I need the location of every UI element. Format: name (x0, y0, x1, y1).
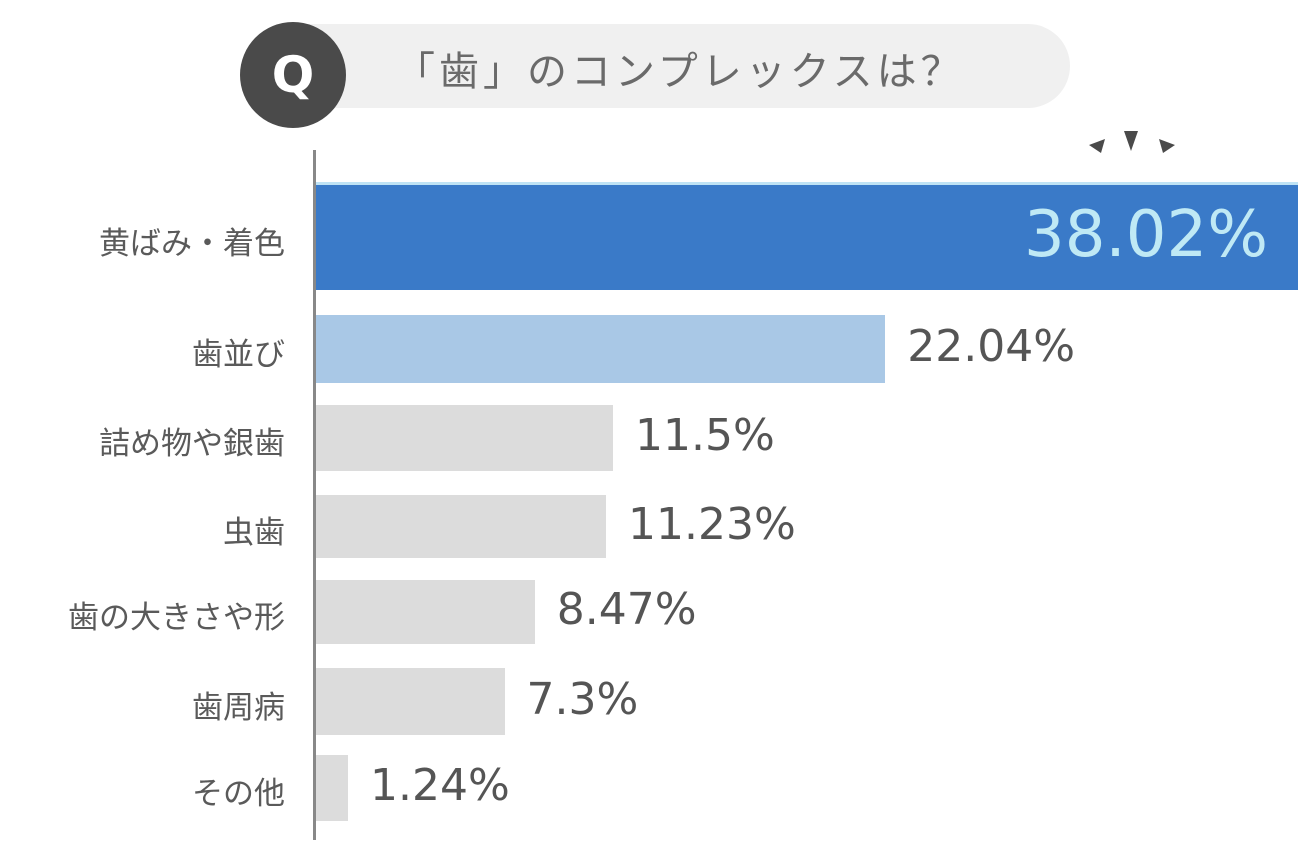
value-label: 8.47% (556, 584, 697, 635)
category-label: 詰め物や銀歯 (99, 426, 285, 462)
bar (316, 185, 1298, 290)
bar (316, 405, 614, 471)
value-label: 11.5% (635, 410, 775, 461)
question-banner (270, 24, 1070, 108)
category-label: 歯の大きさや形 (68, 600, 285, 636)
value-label: 1.24% (370, 760, 510, 811)
category-label: 歯周病 (192, 689, 285, 726)
bar (316, 668, 505, 735)
bar (316, 495, 607, 558)
bar (316, 315, 886, 383)
value-label: 7.3% (526, 673, 639, 725)
category-label: 虫歯 (223, 514, 285, 551)
bar (316, 755, 349, 821)
y-axis-line (313, 150, 316, 840)
category-label: 歯並び (192, 337, 285, 373)
category-label: 黄ばみ・着色 (99, 225, 285, 262)
chart-title: 「歯」のコンプレックスは？ (395, 49, 965, 95)
category-label: その他 (192, 776, 285, 812)
bar (316, 580, 535, 644)
value-label: 22.04% (907, 321, 1076, 372)
value-label: 11.23% (628, 498, 796, 550)
question-badge: Q (240, 22, 346, 128)
emphasis-sparkle-icon (1089, 131, 1175, 153)
value-label: 38.02% (1023, 197, 1268, 272)
